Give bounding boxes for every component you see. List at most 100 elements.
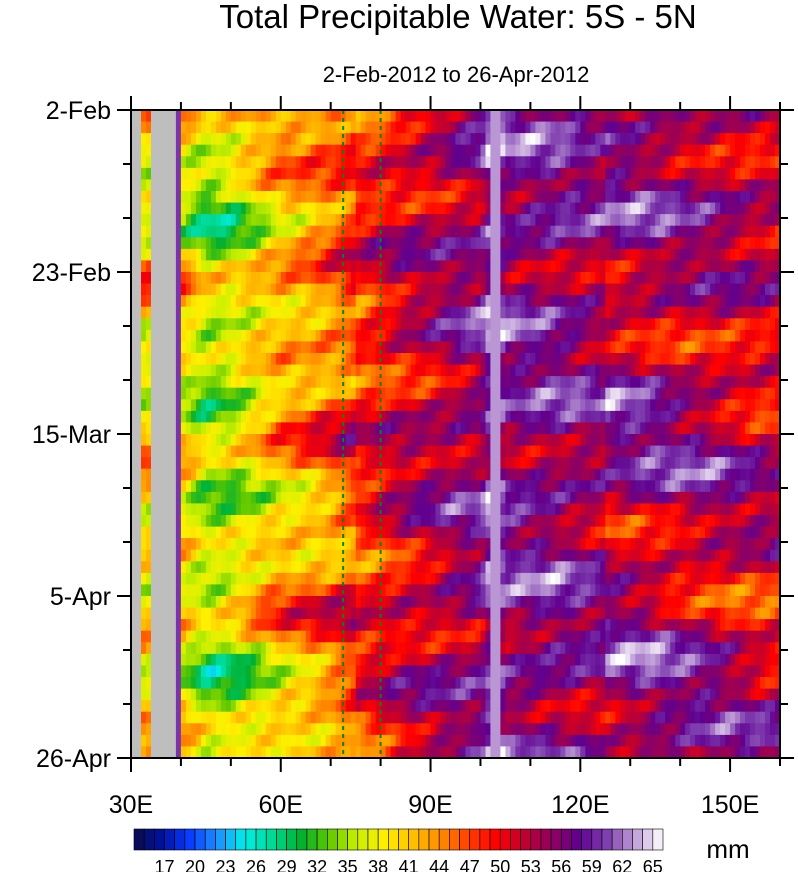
heatmap-cell [375, 376, 382, 389]
heatmap-cell [200, 445, 207, 458]
heatmap-cell [415, 144, 422, 157]
heatmap-cell [350, 318, 357, 331]
heatmap-cell [275, 376, 282, 389]
heatmap-cell [375, 457, 382, 470]
heatmap-cell [156, 515, 162, 528]
heatmap-cell [131, 121, 137, 134]
heatmap-cell [455, 110, 462, 123]
heatmap-cell [240, 353, 247, 366]
heatmap-cell [510, 468, 516, 481]
heatmap-cell [630, 237, 636, 250]
heatmap-cell [151, 260, 157, 273]
heatmap-cell [505, 434, 511, 447]
heatmap-cell [580, 538, 586, 551]
heatmap-cell [540, 503, 546, 516]
heatmap-cell [675, 202, 681, 215]
heatmap-cell [690, 237, 696, 250]
heatmap-cell [730, 457, 736, 470]
heatmap-cell [710, 457, 716, 470]
heatmap-cell [535, 376, 541, 389]
heatmap-cell [705, 272, 711, 285]
heatmap-cell [245, 364, 252, 377]
heatmap-cell [590, 491, 596, 505]
heatmap-cell [615, 538, 621, 551]
heatmap-cell [151, 329, 157, 343]
heatmap-cell [420, 491, 427, 505]
heatmap-cell [410, 526, 417, 539]
heatmap-cell [645, 515, 651, 528]
heatmap-cell [430, 457, 437, 470]
heatmap-cell [765, 283, 771, 296]
heatmap-cell [405, 445, 412, 458]
heatmap-cell [365, 272, 372, 285]
heatmap-cell [680, 306, 686, 319]
heatmap-cell [695, 364, 701, 377]
heatmap-cell [375, 399, 382, 412]
heatmap-cell [435, 445, 442, 458]
heatmap-cell [580, 399, 586, 412]
heatmap-cell [570, 457, 576, 470]
heatmap-cell [540, 468, 546, 481]
heatmap-cell [275, 214, 282, 227]
heatmap-cell [345, 179, 352, 192]
heatmap-cell [175, 376, 182, 389]
heatmap-cell [235, 260, 242, 273]
heatmap-cell [225, 422, 232, 435]
heatmap-cell [165, 341, 172, 354]
heatmap-cell [320, 202, 327, 215]
heatmap-cell [755, 457, 761, 470]
heatmap-cell [250, 248, 257, 262]
heatmap-cell [535, 364, 541, 377]
heatmap-cell [495, 341, 501, 354]
heatmap-cell [425, 399, 432, 412]
heatmap-cell [355, 549, 362, 562]
heatmap-cell [695, 480, 701, 493]
heatmap-cell [285, 179, 292, 192]
heatmap-cell [255, 376, 262, 389]
heatmap-cell [575, 410, 581, 424]
heatmap-cell [355, 260, 362, 273]
heatmap-cell [565, 179, 571, 192]
heatmap-cell [610, 110, 616, 123]
heatmap-cell [435, 144, 442, 157]
heatmap-cell [285, 376, 292, 389]
heatmap-cell [210, 121, 217, 134]
heatmap-cell [290, 480, 297, 493]
heatmap-cell [705, 434, 711, 447]
heatmap-cell [255, 167, 262, 181]
heatmap-cell [425, 387, 432, 400]
heatmap-cell [151, 399, 157, 412]
heatmap-cell [305, 399, 312, 412]
heatmap-cell [156, 329, 162, 343]
heatmap-cell [535, 353, 541, 366]
heatmap-cell [475, 272, 482, 285]
heatmap-cell [740, 434, 746, 447]
heatmap-cell [136, 156, 142, 169]
heatmap-cell [320, 133, 327, 146]
heatmap-cell [175, 260, 182, 273]
heatmap-cell [560, 538, 566, 551]
heatmap-cell [395, 434, 402, 447]
heatmap-cell [530, 491, 536, 505]
heatmap-cell [235, 121, 242, 134]
heatmap-cell [156, 248, 162, 262]
heatmap-cell [156, 526, 162, 539]
heatmap-cell [755, 468, 761, 481]
heatmap-cell [545, 515, 551, 528]
heatmap-cell [715, 179, 721, 192]
heatmap-cell [415, 214, 422, 227]
heatmap-cell [655, 503, 661, 516]
heatmap-cell [305, 468, 312, 481]
heatmap-cell [630, 283, 636, 296]
heatmap-cell [630, 364, 636, 377]
heatmap-cell [750, 434, 756, 447]
heatmap-cell [410, 133, 417, 146]
heatmap-cell [440, 179, 447, 192]
heatmap-cell [385, 480, 392, 493]
heatmap-cell [425, 457, 432, 470]
heatmap-cell [425, 167, 432, 181]
heatmap-cell [295, 179, 302, 192]
heatmap-cell [430, 364, 437, 377]
heatmap-cell [490, 295, 496, 308]
heatmap-cell [510, 422, 516, 435]
